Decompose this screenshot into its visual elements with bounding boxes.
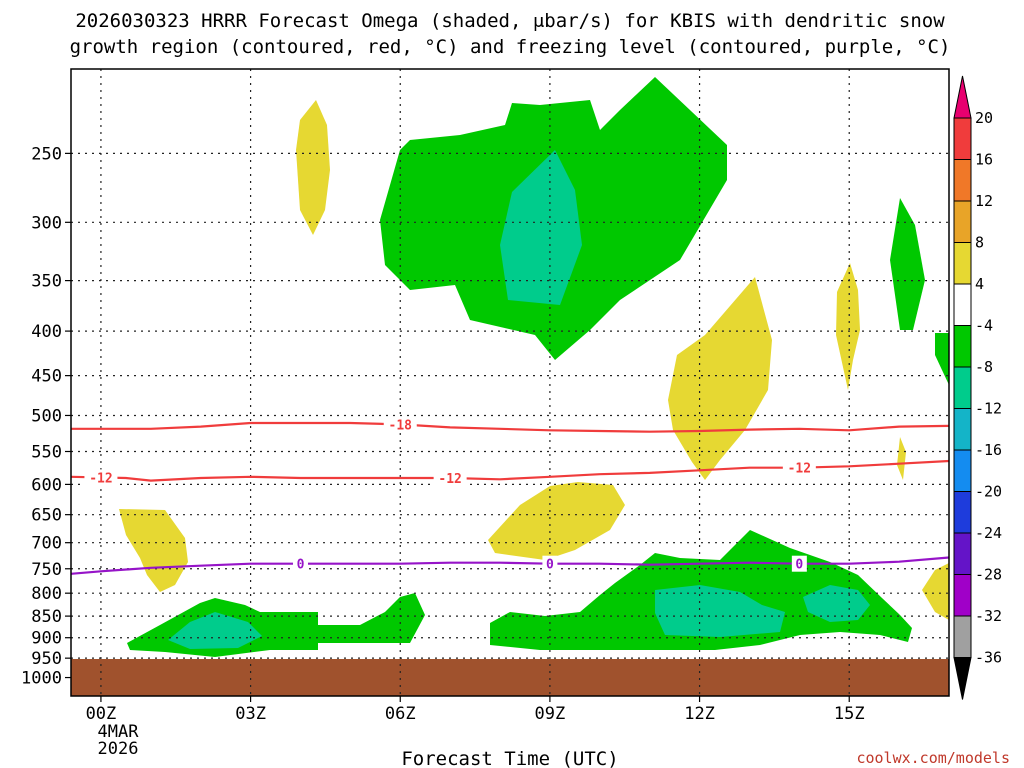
- colorbar-swatch: [953, 615, 972, 658]
- colorbar-tick-label: -28: [975, 566, 1002, 584]
- y-tick-label: 850: [31, 607, 62, 627]
- x-tick-label: 03Z: [235, 704, 266, 724]
- isotherm-label-bg: [383, 416, 417, 433]
- isotherm-label-0: 0: [795, 558, 803, 573]
- colorbar: 20 16 12 8 4 -4 -8 -12 -16 -20 -24 -28 -32 -36: [953, 75, 1002, 700]
- colorbar-swatch: [953, 449, 972, 492]
- omega-downward-cell-15z: [836, 263, 860, 390]
- colorbar-swatch: [953, 532, 972, 575]
- colorbar-under-triangle: [953, 657, 972, 700]
- colorbar-tick-label: -16: [975, 441, 1002, 459]
- isotherm-label-bg: [292, 555, 308, 572]
- colorbar-tick-label: -36: [975, 649, 1002, 667]
- plot-frame: [70, 68, 950, 697]
- isotherm-label-bg: [791, 555, 807, 572]
- pressure-axis: 2503003504004505005506006507007508008509…: [21, 144, 71, 689]
- omega-upward-cell-right: [890, 198, 925, 330]
- colorbar-over-triangle: [953, 75, 972, 119]
- colorbar-tick-label: -20: [975, 483, 1002, 501]
- omega-upward-region-low-right-moderate-a: [655, 585, 785, 637]
- omega-downward-cell-edge-low: [922, 563, 949, 620]
- x-tick-label: 09Z: [535, 704, 566, 724]
- colorbar-tick-label: 16: [975, 151, 993, 169]
- omega-downward-cell-08z: [488, 482, 625, 560]
- ground-surface: [71, 659, 949, 696]
- colorbar-tick-label: -4: [975, 317, 993, 335]
- colorbar-swatch: [953, 242, 972, 285]
- omega-upward-cell-edge: [935, 333, 949, 385]
- y-tick-label: 300: [31, 213, 62, 233]
- colorbar-tick-label: -32: [975, 607, 1002, 625]
- chart-title-line2: growth region (contoured, red, °C) and f…: [70, 36, 951, 58]
- chart-title-line1: 2026030323 HRRR Forecast Omega (shaded, …: [75, 10, 945, 32]
- isotherm-label--12: -12: [438, 472, 461, 487]
- y-tick-label: 700: [31, 534, 62, 554]
- colorbar-tick-label: -24: [975, 524, 1002, 542]
- date-label-line2: 2026: [98, 739, 139, 759]
- omega-upward-region-low-left-moderate: [168, 612, 262, 649]
- isotherm-label--12: -12: [788, 462, 811, 477]
- colorbar-tick-label: 8: [975, 234, 984, 252]
- y-tick-label: 600: [31, 475, 62, 495]
- colorbar-swatch: [953, 159, 972, 202]
- colorbar-swatch: [953, 366, 972, 409]
- omega-downward-cell-16z: [897, 437, 906, 480]
- y-tick-label: 400: [31, 322, 62, 342]
- colorbar-tick-label: 12: [975, 192, 993, 210]
- colorbar-swatch: [953, 574, 972, 617]
- y-tick-label: 250: [31, 144, 62, 164]
- omega-upward-region-upper-moderate: [500, 150, 582, 305]
- colorbar-swatch: [953, 117, 972, 160]
- isotherm-label-bg: [84, 469, 118, 486]
- y-tick-label: 500: [31, 406, 62, 426]
- colorbar-tick-label: -8: [975, 358, 993, 376]
- x-axis-label: Forecast Time (UTC): [401, 748, 618, 768]
- y-tick-label: 350: [31, 272, 62, 292]
- isotherm-label--12: -12: [89, 471, 112, 486]
- y-tick-label: 650: [31, 506, 62, 526]
- isotherm-label-bg: [542, 555, 558, 572]
- colorbar-tick-label: -12: [975, 400, 1002, 418]
- date-label-line1: 4MAR: [98, 722, 140, 742]
- y-tick-label: 750: [31, 560, 62, 580]
- x-tick-label: 06Z: [385, 704, 416, 724]
- y-tick-label: 900: [31, 629, 62, 649]
- colorbar-swatch: [953, 283, 972, 326]
- omega-upward-region-low-right-moderate-b: [803, 585, 870, 622]
- colorbar-swatch: [953, 200, 972, 243]
- plot-area: -18 -12 -12 -12 0 0 0: [70, 68, 950, 697]
- x-tick-label: 15Z: [834, 704, 865, 724]
- y-tick-label: 1000: [21, 669, 62, 689]
- colorbar-swatch: [953, 325, 972, 368]
- isotherm-label-0: 0: [546, 558, 554, 573]
- omega-downward-cell-00z: [119, 509, 188, 592]
- isotherm-label--18: -18: [389, 418, 413, 433]
- isotherm-contours: -18 -12 -12 -12 0 0 0: [70, 416, 950, 575]
- isotherm-line--18: [71, 421, 950, 433]
- isotherm-label-bg: [433, 470, 467, 487]
- credit-link[interactable]: coolwx.com/models: [856, 749, 1010, 767]
- y-tick-label: 800: [31, 584, 62, 604]
- omega-downward-cell-03z: [296, 100, 330, 235]
- omega-downward-cell-13z: [668, 277, 772, 480]
- y-tick-label: 450: [31, 367, 62, 387]
- y-tick-label: 950: [31, 649, 62, 669]
- x-tick-label: 00Z: [86, 704, 117, 724]
- isotherm-label-bg: [782, 459, 816, 476]
- x-tick-label: 12Z: [684, 704, 715, 724]
- colorbar-swatch: [953, 491, 972, 534]
- time-axis: 00Z 03Z 06Z 09Z 12Z 15Z: [86, 696, 865, 724]
- colorbar-swatch: [953, 408, 972, 451]
- colorbar-tick-label: 20: [975, 109, 993, 127]
- isotherm-label-0: 0: [297, 558, 305, 573]
- colorbar-tick-label: 4: [975, 275, 984, 293]
- y-tick-label: 550: [31, 443, 62, 463]
- omega-shading: [71, 77, 949, 696]
